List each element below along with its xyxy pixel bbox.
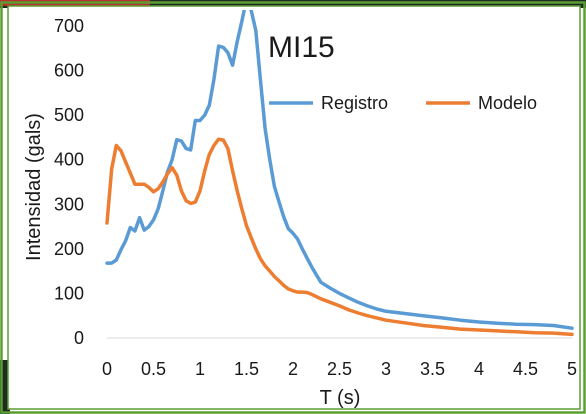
- x-tick-label: 1.5: [234, 359, 259, 379]
- y-tick-label: 100: [54, 283, 84, 303]
- x-tick-label: 4.5: [513, 359, 538, 379]
- frame-inner-border: [7, 5, 581, 410]
- x-tick-label: 4: [474, 359, 484, 379]
- legend-label-modelo: Modelo: [478, 93, 537, 113]
- y-tick-label: 200: [54, 239, 84, 259]
- x-tick-label: 1: [195, 359, 205, 379]
- y-tick-label: 700: [54, 16, 84, 36]
- frame-dark-band: [0, 0, 586, 8]
- x-tick-label: 3.5: [420, 359, 445, 379]
- tick-labels: 0 100 200 300 400 500 600 700 0 0.5 1 1.5 2 2.5 3 3.5 4 4…: [54, 16, 577, 379]
- x-tick-label: 0.5: [141, 359, 166, 379]
- x-tick-label: 2: [288, 359, 298, 379]
- legend: Registro Modelo: [269, 93, 537, 113]
- y-axis-title: Intensidad (gals): [23, 113, 45, 261]
- x-tick-label: 0: [102, 359, 112, 379]
- series-line-registro: [105, 10, 574, 330]
- chart-title: MI15: [268, 31, 335, 64]
- y-tick-label: 400: [54, 150, 84, 170]
- legend-label-registro: Registro: [321, 93, 388, 113]
- x-tick-label: 3: [381, 359, 391, 379]
- y-tick-label: 500: [54, 105, 84, 125]
- x-axis-title: T (s): [320, 387, 361, 409]
- x-tick-label: 5: [567, 359, 577, 379]
- y-tick-label: 300: [54, 194, 84, 214]
- y-tick-label: 600: [54, 61, 84, 81]
- plot-area: [105, 10, 574, 339]
- frame-dark-left-band: [0, 360, 10, 414]
- y-tick-label: 0: [74, 328, 84, 348]
- series-line-modelo: [105, 137, 574, 337]
- x-tick-label: 2.5: [327, 359, 352, 379]
